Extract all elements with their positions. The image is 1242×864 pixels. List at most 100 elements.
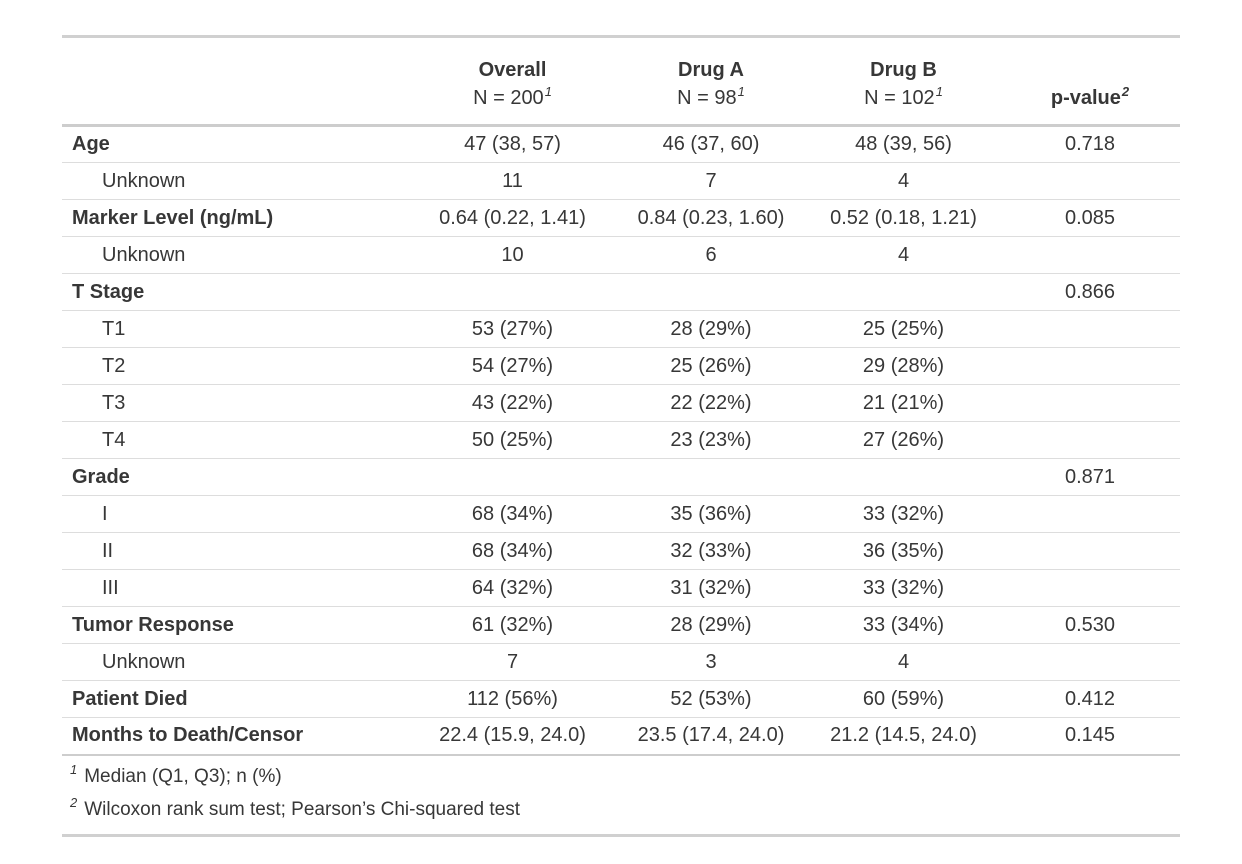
table-row: Marker Level (ng/mL) 0.64 (0.22, 1.41) 0.8… [62,199,1180,237]
cell-drug-b: 27 (26%) [807,421,1000,459]
cell-overall: 54 (27%) [410,347,615,385]
cell-drug-a: 46 (37, 60) [615,125,807,163]
cell-p-value [1000,421,1180,459]
cell-overall: 7 [410,643,615,681]
cell-overall: 0.64 (0.22, 1.41) [410,199,615,237]
cell-overall: 61 (32%) [410,606,615,644]
cell-p-value: 0.718 [1000,125,1180,163]
cell-drug-b: 48 (39, 56) [807,125,1000,163]
row-label: Unknown [62,162,410,200]
cell-drug-a: 25 (26%) [615,347,807,385]
cell-drug-b: 0.52 (0.18, 1.21) [807,199,1000,237]
row-label: Marker Level (ng/mL) [62,199,410,237]
cell-drug-b: 4 [807,643,1000,681]
cell-p-value [1000,384,1180,422]
cell-drug-b: 21.2 (14.5, 24.0) [830,724,977,747]
cell-overall: 68 (34%) [410,532,615,570]
table-row: II 68 (34%) 32 (33%) 36 (35%) [62,532,1180,570]
cell-p-value [1000,162,1180,200]
cell-drug-b: 33 (32%) [807,569,1000,607]
footnote-1: 1 Median (Q1, Q3); n (%) [70,760,1180,793]
table-row: T4 50 (25%) 23 (23%) 27 (26%) [62,421,1180,459]
row-label: Patient Died [62,680,410,718]
table-body: Age 47 (38, 57) 46 (37, 60) 48 (39, 56) 0.71… [62,125,1180,755]
cell-drug-a: 28 (29%) [615,310,807,348]
footnote-marker: 2 [70,795,78,811]
cell-drug-b: 33 (32%) [807,495,1000,533]
column-title-drug-b: Drug B [870,59,937,81]
column-sublabel-overall: N = 2001 [415,84,610,112]
cell-drug-a [615,273,807,311]
table-footer: 1 Median (Q1, Q3); n (%) 2 Wilcoxon rank s… [62,753,1180,835]
column-title-overall: Overall [478,59,547,81]
table-row: T1 53 (27%) 28 (29%) 25 (25%) [62,310,1180,348]
cell-overall: 11 [410,162,615,200]
footnote-cell: 1 Median (Q1, Q3); n (%) 2 Wilcoxon rank s… [62,753,1180,835]
footnote-text: Wilcoxon rank sum test; Pearson’s Chi-sq… [84,798,521,820]
cell-overall: 43 (22%) [410,384,615,422]
footnote-ref-icon: 1 [737,84,745,100]
cell-drug-a: 0.84 (0.23, 1.60) [615,199,807,237]
cell-drug-a [615,458,807,496]
table-row: Patient Died 112 (56%) 52 (53%) 60 (59%) 0.4… [62,680,1180,718]
cell-p-value [1000,532,1180,570]
cell-overall: 10 [410,236,615,274]
footnote-marker: 1 [70,762,78,778]
cell-drug-a: 31 (32%) [615,569,807,607]
cell-overall: 47 (38, 57) [410,125,615,163]
header-cell-drug-b: Drug B N = 1021 [807,36,1000,127]
table-row: T2 54 (27%) 25 (26%) 29 (28%) [62,347,1180,385]
column-title-p-value: p-value2 [1005,84,1175,112]
header-row: Overall N = 2001 Drug A N = 981 Drug B N… [62,36,1180,127]
cell-drug-b [807,458,1000,496]
cell-overall: 68 (34%) [410,495,615,533]
cell-drug-b: 33 (34%) [807,606,1000,644]
footnote-text: Median (Q1, Q3); n (%) [84,765,282,787]
cell-p-value [1000,643,1180,681]
row-label: T3 [62,384,410,422]
cell-drug-b: 4 [807,236,1000,274]
table-row: Unknown 11 7 4 [62,162,1180,200]
cell-overall: 22.4 (15.9, 24.0) [439,724,586,747]
cell-p-value: 0.412 [1000,680,1180,718]
cell-overall: 112 (56%) [410,680,615,718]
cell-drug-b: 36 (35%) [807,532,1000,570]
cell-drug-a: 3 [615,643,807,681]
header-cell-drug-a: Drug A N = 981 [615,36,807,127]
table-row: Unknown 10 6 4 [62,236,1180,274]
row-label: Unknown [62,236,410,274]
cell-overall: 64 (32%) [410,569,615,607]
cell-drug-b: 4 [807,162,1000,200]
row-label: II [62,532,410,570]
table-row: III 64 (32%) 31 (32%) 33 (32%) [62,569,1180,607]
table-row: Unknown 7 3 4 [62,643,1180,681]
table-row: Months to Death/Censor 22.4 (15.9, 24.0) 2… [62,718,1180,755]
footnote-row: 1 Median (Q1, Q3); n (%) 2 Wilcoxon rank s… [62,753,1180,835]
column-title-drug-a: Drug A [678,59,744,81]
cell-drug-b: 21 (21%) [807,384,1000,422]
cell-p-value: 0.085 [1000,199,1180,237]
table-row: Age 47 (38, 57) 46 (37, 60) 48 (39, 56) 0.71… [62,125,1180,163]
cell-p-value: 0.530 [1000,606,1180,644]
cell-p-value: 0.866 [1000,273,1180,311]
cell-drug-a: 32 (33%) [615,532,807,570]
header-cell-stub [62,36,410,127]
row-label: T4 [62,421,410,459]
table-header: Overall N = 2001 Drug A N = 981 Drug B N… [62,36,1180,127]
table-row: Grade 0.871 [62,458,1180,496]
cell-drug-a: 22 (22%) [615,384,807,422]
cell-p-value [1000,495,1180,533]
cell-drug-a: 52 (53%) [615,680,807,718]
cell-p-value [1000,347,1180,385]
footnote-ref-icon: 1 [935,84,943,100]
row-label: T2 [62,347,410,385]
row-label: T Stage [62,273,410,311]
cell-drug-a: 23 (23%) [615,421,807,459]
p-value-label: p-value [1050,87,1121,109]
row-label: III [62,569,410,607]
header-cell-overall: Overall N = 2001 [410,36,615,127]
cell-overall [410,458,615,496]
column-sublabel-drug-a: N = 981 [620,84,802,112]
cell-drug-a: 28 (29%) [615,606,807,644]
